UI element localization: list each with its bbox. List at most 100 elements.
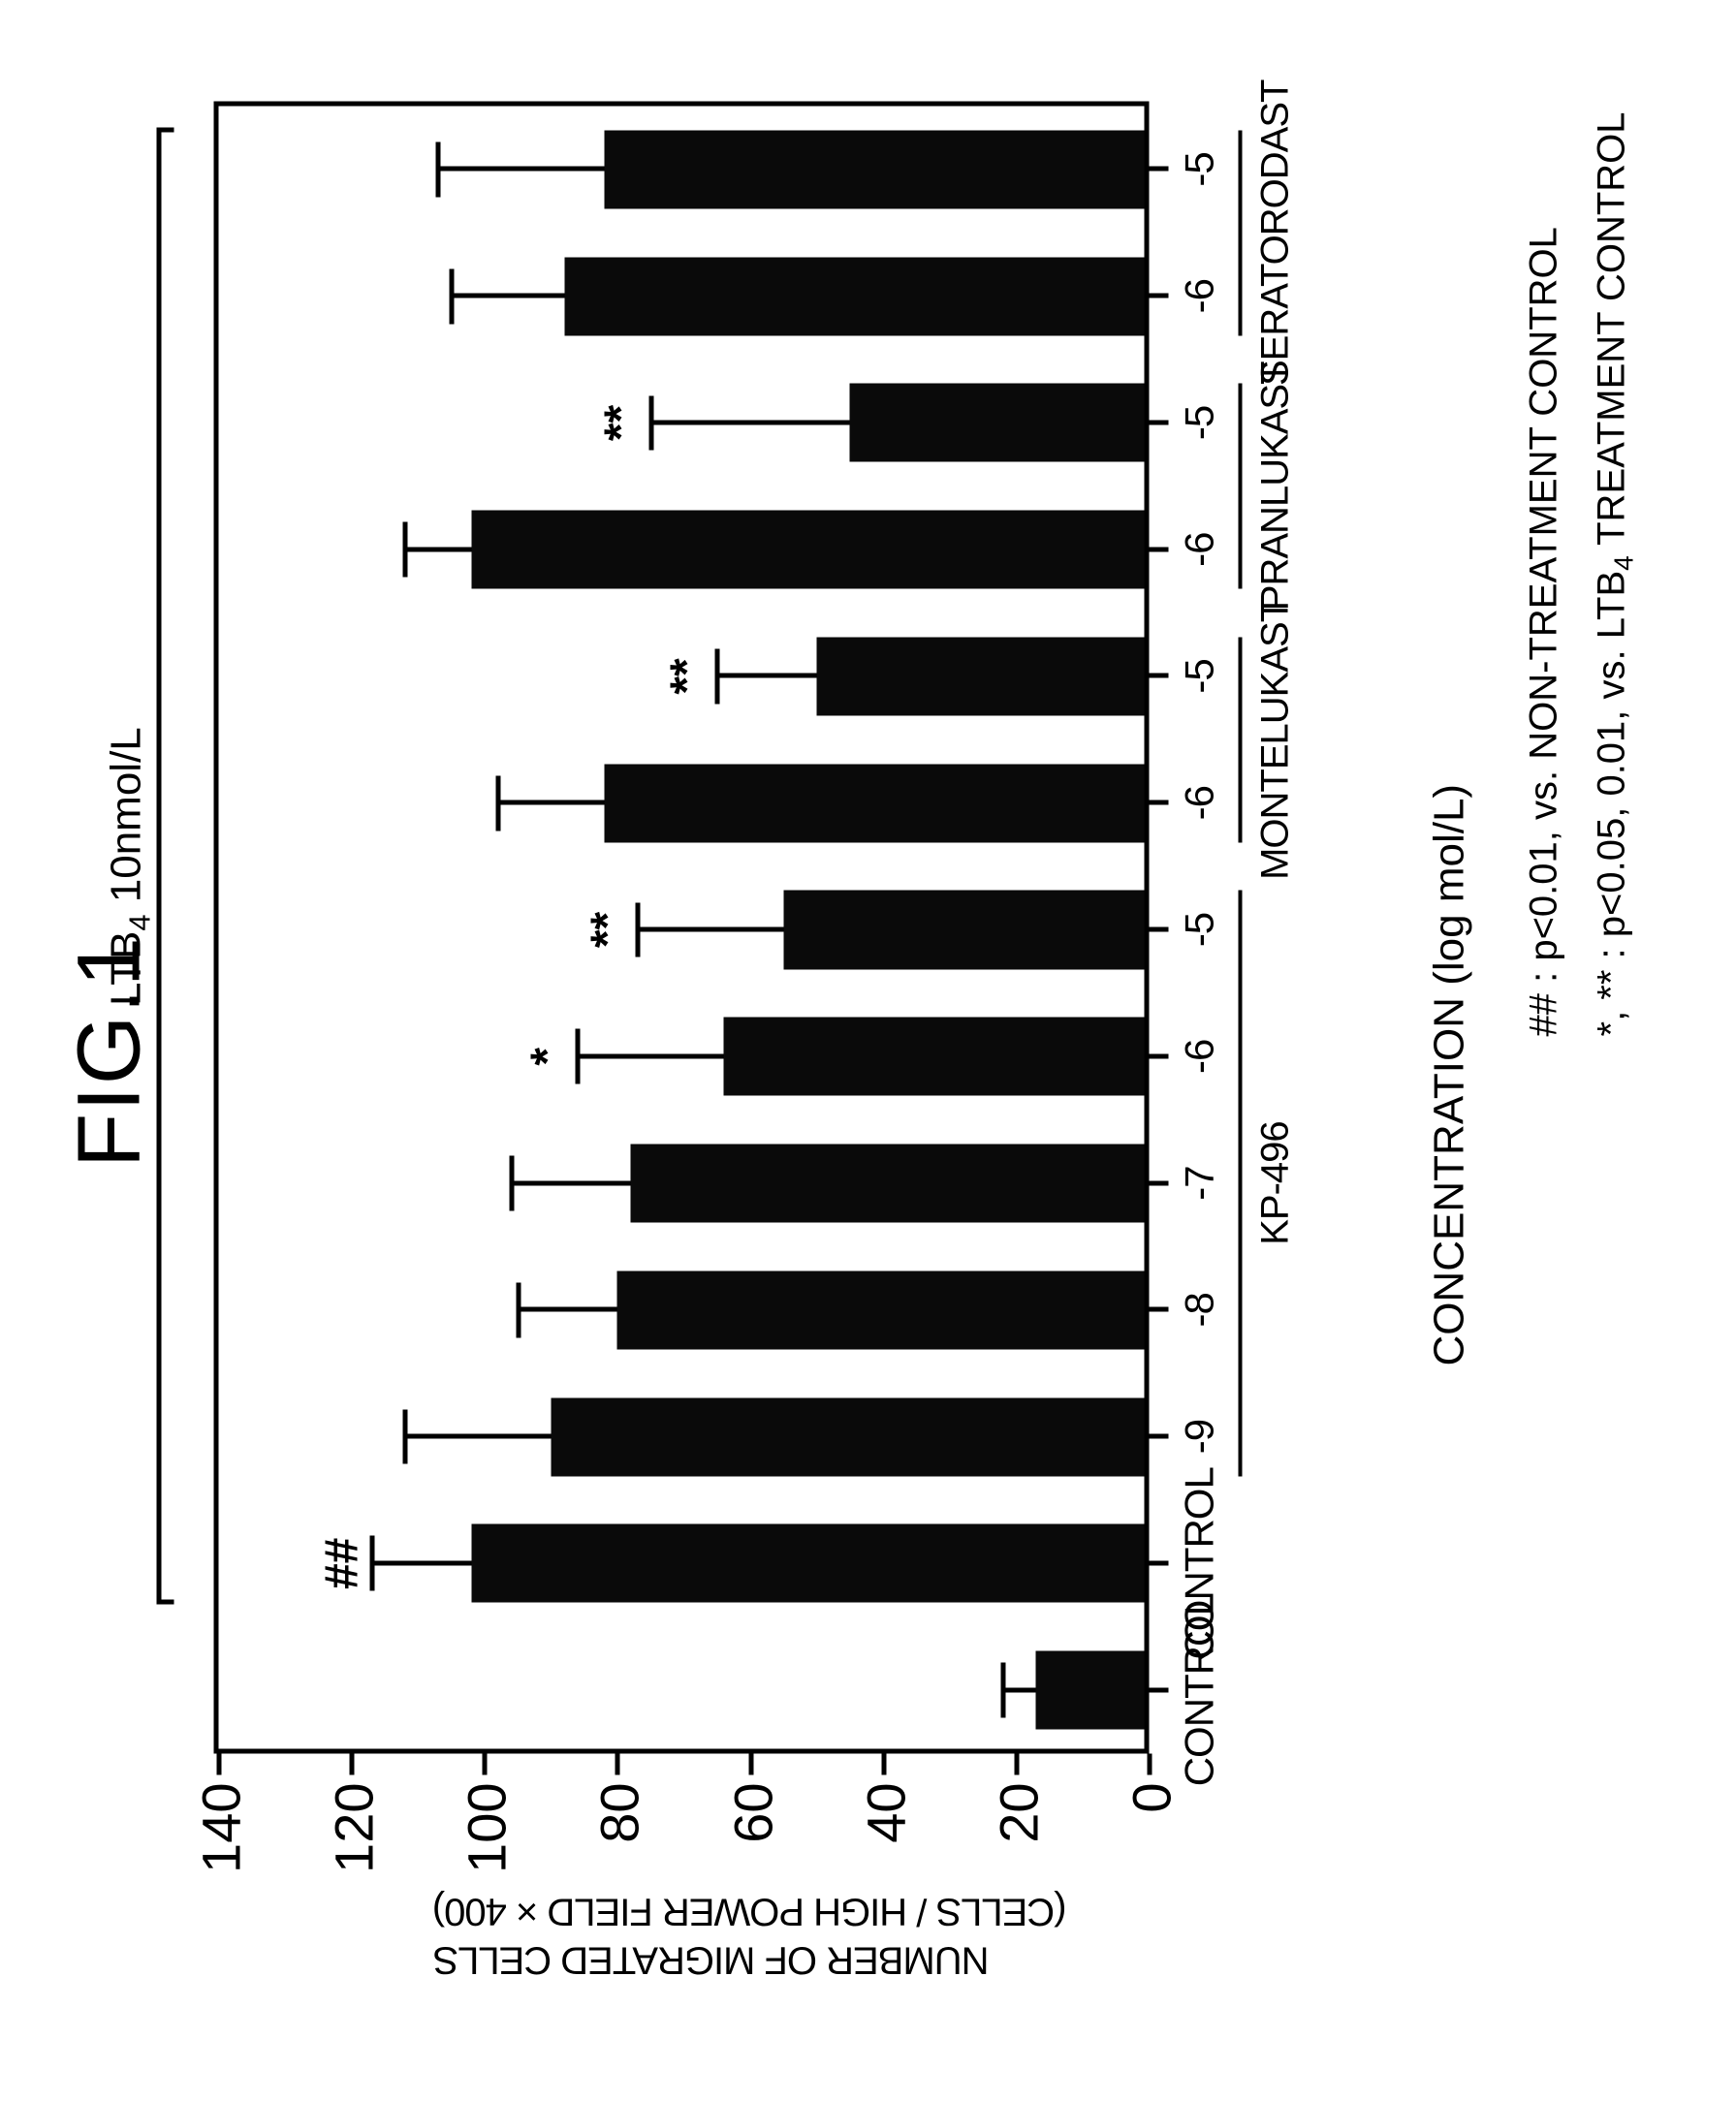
x-tick: [1149, 166, 1168, 171]
error-bar: [511, 1180, 630, 1185]
error-cap: [402, 1409, 407, 1464]
significance-marker: ##: [315, 1537, 368, 1588]
group-label: MONTELUKAST: [1253, 599, 1297, 879]
bar-chart: 020406080100120140CONTROL##CONTROL-9-8-7…: [213, 101, 1149, 1753]
significance-marker: *: [521, 1047, 574, 1065]
y-tick: [216, 1753, 221, 1774]
bar: [604, 130, 1144, 208]
y-tick-label: 120: [322, 1782, 385, 1898]
error-cap: [714, 648, 719, 704]
error-bar: [437, 166, 603, 171]
error-cap: [575, 1028, 580, 1083]
category-label: -6: [1176, 786, 1222, 820]
group-label: KP-496: [1253, 1121, 1297, 1244]
error-bar: [650, 420, 850, 424]
significance-marker: **: [581, 911, 634, 947]
y-tick-label: 0: [1120, 1782, 1183, 1898]
category-label: -5: [1176, 405, 1222, 439]
error-bar: [1002, 1687, 1035, 1692]
error-cap: [648, 395, 653, 451]
x-tick: [1149, 420, 1168, 424]
x-tick: [1149, 547, 1168, 551]
y-tick-label: 60: [721, 1782, 784, 1898]
error-cap: [516, 1282, 521, 1337]
bar: [630, 1144, 1144, 1222]
error-bar: [637, 926, 783, 931]
category-label: CONTROL: [1176, 1467, 1222, 1659]
figure-title: FIG.1: [58, 0, 160, 2102]
error-cap: [509, 1155, 514, 1210]
x-tick: [1149, 1180, 1168, 1185]
category-label: -7: [1176, 1166, 1222, 1200]
category-label: -9: [1176, 1419, 1222, 1453]
x-tick: [1149, 293, 1168, 298]
bar: [564, 257, 1144, 335]
group-label: SERATORODAST: [1253, 79, 1297, 385]
significance-marker: **: [594, 404, 647, 440]
ltb4-bracket-tick: [156, 1599, 174, 1604]
category-label: -8: [1176, 1293, 1222, 1327]
bar: [551, 1397, 1144, 1476]
x-tick: [1149, 1053, 1168, 1058]
category-label: -5: [1176, 152, 1222, 186]
x-tick: [1149, 1687, 1168, 1692]
y-tick: [615, 1753, 619, 1774]
error-bar: [518, 1306, 617, 1311]
y-axis: [218, 1748, 1149, 1753]
bar: [471, 510, 1144, 588]
error-bar: [404, 547, 471, 551]
group-underline: [1238, 890, 1242, 1475]
error-cap: [402, 521, 407, 577]
y-axis-title-line2: (CELLS / HIGH POWER FIELD × 400): [432, 1889, 1066, 1932]
category-label: -5: [1176, 912, 1222, 946]
bar: [723, 1017, 1144, 1095]
significance-marker: **: [660, 658, 713, 694]
error-cap: [369, 1535, 374, 1590]
landscape-wrapper: FIG.1 020406080100120140CONTROL##CONTROL…: [0, 0, 1736, 2102]
bar: [783, 890, 1144, 968]
y-tick-label: 100: [455, 1782, 518, 1898]
y-tick-label: 40: [854, 1782, 917, 1898]
y-tick: [1014, 1753, 1019, 1774]
legend-star: *, ** : p<0.05, 0.01, vs. LTB4 TREATMENT…: [1590, 111, 1639, 1036]
error-bar: [577, 1053, 723, 1058]
y-tick: [482, 1753, 487, 1774]
category-label: -6: [1176, 278, 1222, 312]
bar: [816, 637, 1144, 715]
x-tick: [1149, 1560, 1168, 1565]
legend-star-text: *, ** : p<0.05, 0.01, vs. LTB4 TREATMENT…: [1590, 111, 1632, 1036]
error-cap: [449, 268, 454, 324]
category-label: -5: [1176, 659, 1222, 693]
legend-hash-text: ## : p<0.01, vs. NON-TREATMENT CONTROL: [1522, 227, 1564, 1036]
group-underline: [1238, 383, 1242, 588]
x-tick: [1149, 800, 1168, 804]
y-tick: [349, 1753, 354, 1774]
error-cap: [435, 141, 440, 197]
x-tick: [1149, 1433, 1168, 1438]
bar: [849, 383, 1144, 461]
x-tick: [1149, 1306, 1168, 1311]
legend-hash: ## : p<0.01, vs. NON-TREATMENT CONTROL: [1522, 227, 1565, 1036]
x-tick: [1149, 926, 1168, 931]
error-bar: [497, 800, 604, 804]
y-tick: [748, 1753, 753, 1774]
error-bar: [404, 1433, 551, 1438]
error-bar: [716, 673, 816, 677]
bar: [1035, 1650, 1144, 1729]
y-tick-label: 20: [987, 1782, 1050, 1898]
error-bar: [451, 293, 564, 298]
x-axis-title: CONCENTRATION (log mol/L): [1425, 783, 1473, 1365]
error-cap: [495, 775, 500, 831]
ltb4-label: LTB4 10nmol/L: [102, 727, 157, 1006]
x-tick: [1149, 673, 1168, 677]
error-cap: [635, 902, 640, 957]
y-tick: [1147, 1753, 1152, 1774]
bar: [471, 1523, 1144, 1602]
y-axis-title-line1: NUMBER OF MIGRATED CELLS: [433, 1937, 989, 1981]
ltb4-bracket-tick: [156, 127, 174, 132]
page: FIG.1 020406080100120140CONTROL##CONTROL…: [0, 0, 1736, 2102]
error-cap: [1000, 1662, 1005, 1717]
category-label: -6: [1176, 532, 1222, 566]
bar: [616, 1271, 1144, 1349]
group-underline: [1238, 637, 1242, 842]
